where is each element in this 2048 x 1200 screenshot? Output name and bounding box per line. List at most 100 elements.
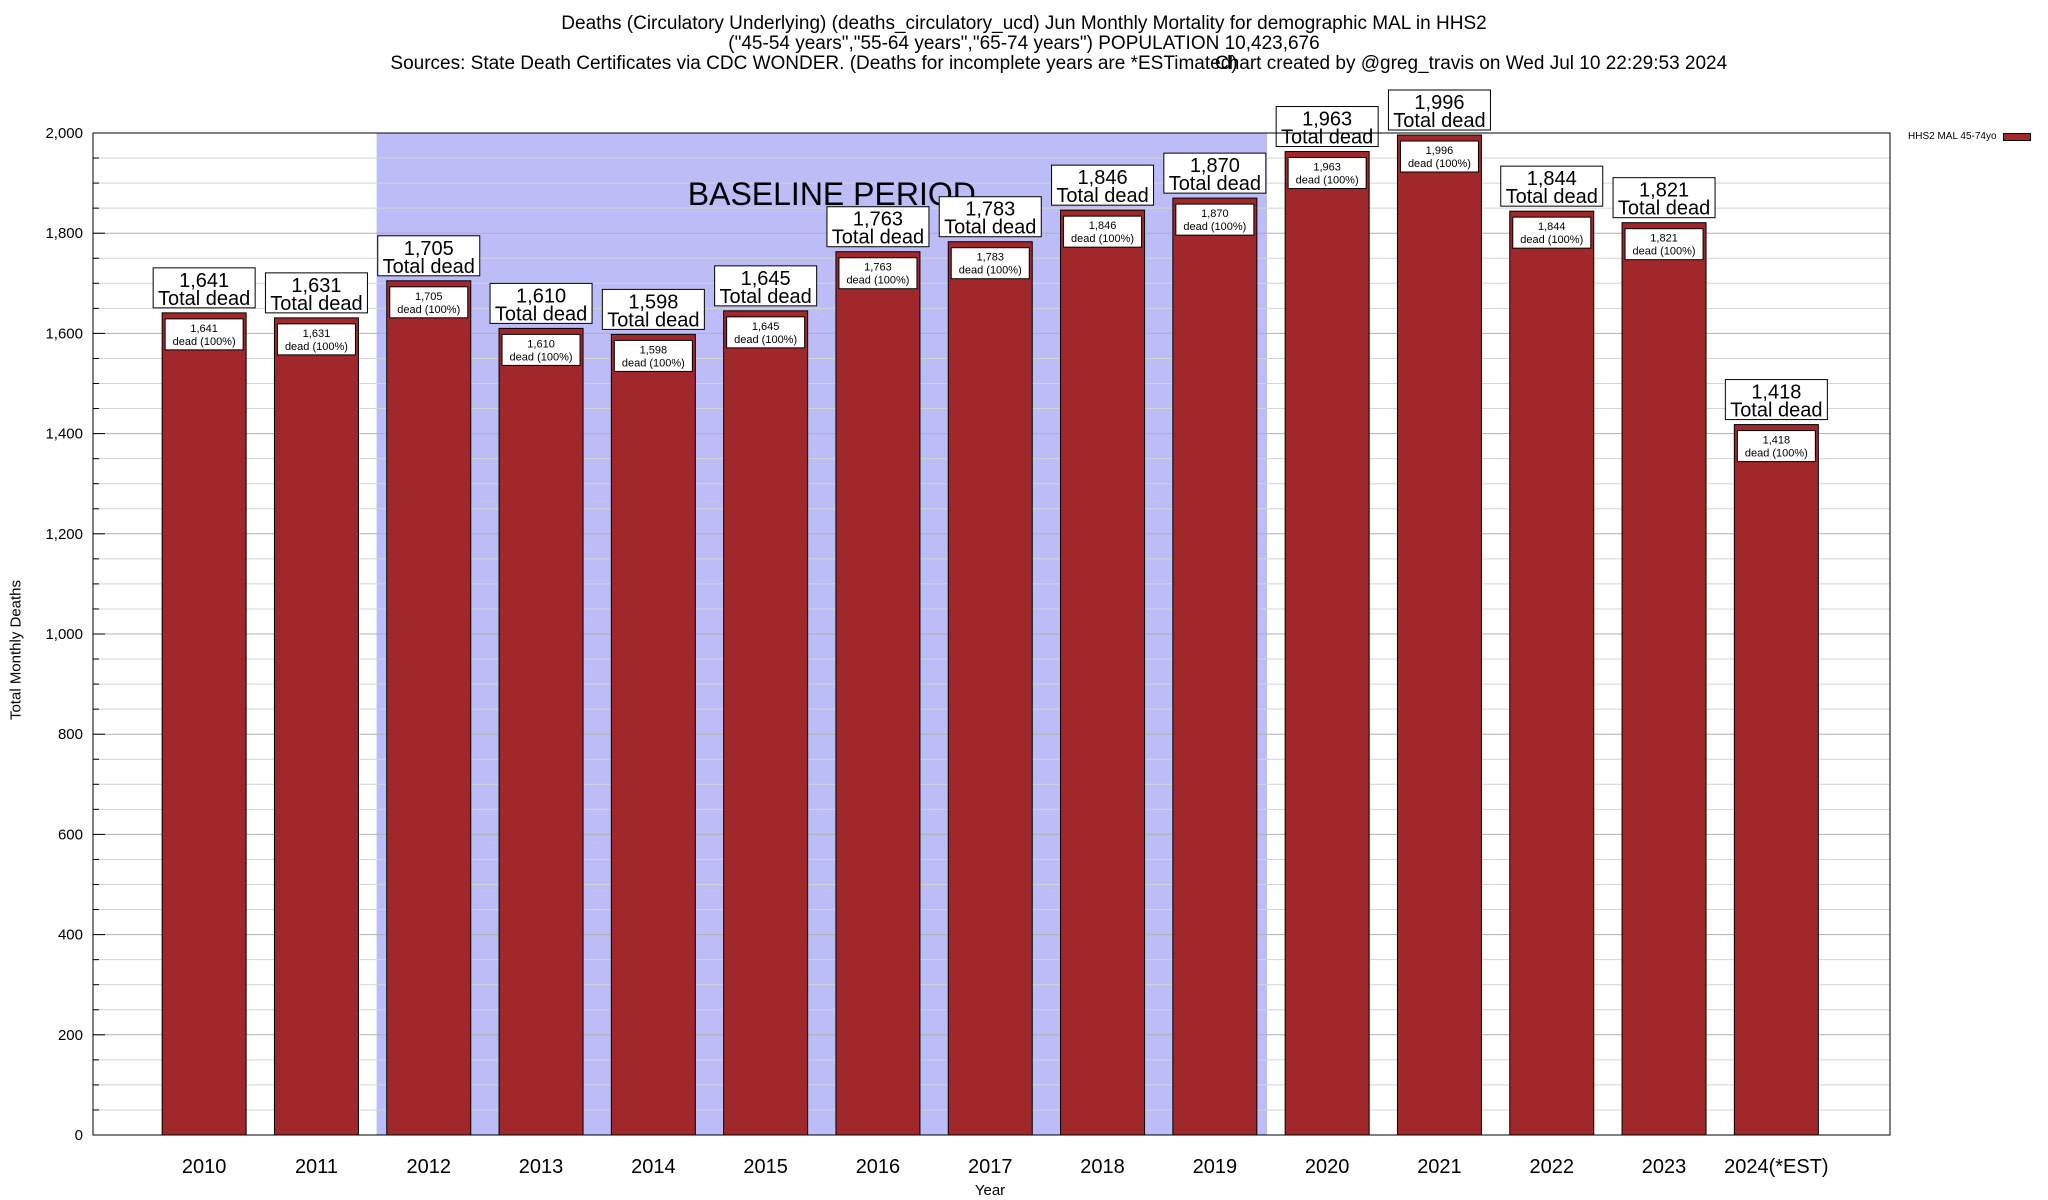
- y-tick-label: 1,400: [45, 426, 83, 443]
- title-line-2: ("45-54 years","55-64 years","65-74 year…: [728, 33, 1320, 54]
- bar-inner-percent-label: dead (100%): [846, 275, 909, 287]
- bar-top-total-label: Total dead: [1393, 110, 1485, 132]
- baseline-period-label: BASELINE PERIOD: [688, 176, 976, 212]
- bar-top-value-label: 1,705: [404, 238, 454, 260]
- x-tick-label: 2017: [968, 1156, 1013, 1178]
- bar-top-total-label: Total dead: [607, 309, 699, 331]
- bar-inner-percent-label: dead (100%): [1183, 221, 1246, 233]
- x-tick-label: 2013: [519, 1156, 564, 1178]
- bar-inner-value-label: 1,996: [1426, 145, 1454, 157]
- x-tick-label: 2014: [631, 1156, 676, 1178]
- bar-top-value-label: 1,645: [741, 268, 791, 290]
- bar-top-label-box: [152, 267, 256, 309]
- bar: [1733, 424, 1819, 1136]
- bar-inner-value-label: 1,821: [1650, 233, 1678, 245]
- bar-inner-label-box: [501, 333, 581, 366]
- bar-top-label-box: [1387, 89, 1491, 131]
- y-tick-label: 1,200: [45, 526, 83, 543]
- bar-top-total-label: Total dead: [944, 217, 1036, 239]
- bar: [161, 312, 247, 1136]
- bar-top-total-label: Total dead: [1056, 185, 1148, 207]
- bar-inner-percent-label: dead (100%): [622, 357, 685, 369]
- bar-inner-value-label: 1,844: [1538, 221, 1566, 233]
- bar-inner-percent-label: dead (100%): [1745, 448, 1808, 460]
- bar-inner-value-label: 1,763: [864, 262, 892, 274]
- y-tick-label: 800: [58, 726, 83, 743]
- bar-inner-percent-label: dead (100%): [734, 334, 797, 346]
- x-tick-label: 2022: [1530, 1156, 1575, 1178]
- bar-top-value-label: 1,844: [1527, 168, 1577, 190]
- bar-inner-percent-label: dead (100%): [1633, 246, 1696, 258]
- bar-inner-label-box: [1287, 157, 1367, 190]
- x-tick-label: 2018: [1080, 1156, 1125, 1178]
- bar-inner-value-label: 1,783: [976, 252, 1004, 264]
- x-tick-label: 2019: [1193, 1156, 1238, 1178]
- bar-inner-percent-label: dead (100%): [1408, 158, 1471, 170]
- bar-inner-label-box: [276, 323, 356, 356]
- bar-top-label-box: [1612, 177, 1716, 219]
- bar: [1396, 134, 1482, 1136]
- bar-inner-percent-label: dead (100%): [1071, 233, 1134, 245]
- bar-top-label-box: [1724, 379, 1828, 421]
- bar-inner-value-label: 1,705: [415, 291, 443, 303]
- x-tick-label: 2012: [407, 1156, 452, 1178]
- bar-inner-label-box: [1175, 203, 1255, 236]
- bar-inner-value-label: 1,645: [752, 321, 780, 333]
- bar-inner-value-label: 1,418: [1763, 435, 1791, 447]
- y-axis-label: Total Monthly Deaths: [7, 579, 25, 721]
- legend-swatch: [2002, 132, 2031, 141]
- bar-inner-value-label: 1,870: [1201, 208, 1229, 220]
- bar-top-total-label: Total dead: [495, 303, 587, 325]
- bar-inner-label-box: [838, 257, 918, 290]
- bar: [386, 280, 472, 1136]
- bar-top-label-box: [377, 235, 481, 277]
- bar: [835, 251, 921, 1136]
- bar: [1172, 197, 1258, 1136]
- bar: [1621, 222, 1707, 1136]
- chart-credit: Chart created by @greg_travis on Wed Jul…: [1215, 53, 1728, 74]
- x-tick-label: 2010: [182, 1156, 227, 1178]
- bar-top-total-label: Total dead: [270, 293, 362, 315]
- bar-top-label-box: [1275, 106, 1379, 148]
- bar: [723, 310, 809, 1136]
- bar-top-label-box: [601, 288, 705, 330]
- bar-top-label-box: [826, 206, 930, 248]
- y-tick-label: 400: [58, 927, 83, 944]
- x-tick-label: 2016: [856, 1156, 901, 1178]
- bar-top-total-label: Total dead: [832, 227, 924, 249]
- bar-inner-label-box: [1624, 228, 1704, 261]
- y-tick-label: 1,000: [45, 626, 83, 643]
- bar: [273, 317, 359, 1136]
- bar-top-total-label: Total dead: [1169, 173, 1261, 195]
- bar-inner-value-label: 1,963: [1313, 162, 1341, 174]
- bar-top-total-label: Total dead: [158, 288, 250, 310]
- x-tick-label: 2011: [295, 1156, 338, 1178]
- y-tick-label: 2,000: [45, 125, 83, 142]
- x-tick-label: 2024(*EST): [1724, 1156, 1829, 1178]
- bar-top-label-box: [1163, 152, 1267, 194]
- bar-inner-value-label: 1,631: [303, 328, 331, 340]
- bar-inner-label-box: [1063, 215, 1143, 248]
- bar-inner-percent-label: dead (100%): [1520, 234, 1583, 246]
- bar-inner-percent-label: dead (100%): [397, 304, 460, 316]
- bar-top-label-box: [1500, 165, 1604, 207]
- bar-top-value-label: 1,598: [628, 291, 678, 313]
- bar: [947, 241, 1033, 1136]
- bar-inner-label-box: [613, 339, 693, 372]
- bar-top-label-box: [264, 272, 368, 314]
- bar-top-value-label: 1,870: [1190, 155, 1240, 177]
- legend: HHS2 MAL 45-74yo: [1908, 131, 2031, 142]
- y-tick-label: 1,600: [45, 325, 83, 342]
- legend-label: HHS2 MAL 45-74yo: [1908, 131, 1997, 142]
- bar: [1509, 210, 1595, 1136]
- bar-inner-label-box: [389, 286, 469, 319]
- bar-inner-value-label: 1,598: [640, 344, 668, 356]
- bar-top-value-label: 1,846: [1078, 167, 1128, 189]
- bar-inner-percent-label: dead (100%): [510, 351, 573, 363]
- bar-inner-percent-label: dead (100%): [1296, 175, 1359, 187]
- bar-inner-label-box: [164, 318, 244, 351]
- x-tick-label: 2020: [1305, 1156, 1350, 1178]
- bar-inner-percent-label: dead (100%): [173, 336, 236, 348]
- chart-title: Deaths (Circulatory Underlying) (deaths_…: [0, 14, 2048, 74]
